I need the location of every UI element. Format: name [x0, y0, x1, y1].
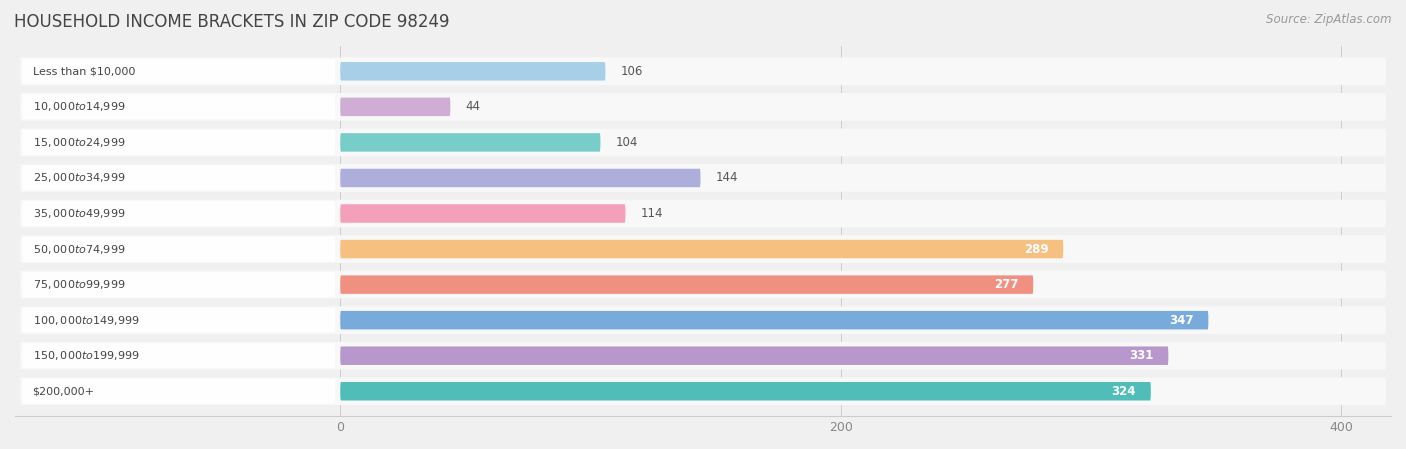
Text: $35,000 to $49,999: $35,000 to $49,999 [32, 207, 125, 220]
FancyBboxPatch shape [340, 275, 1033, 294]
FancyBboxPatch shape [340, 62, 606, 80]
FancyBboxPatch shape [340, 347, 1168, 365]
Text: 104: 104 [616, 136, 638, 149]
FancyBboxPatch shape [20, 235, 1386, 263]
FancyBboxPatch shape [20, 164, 1386, 192]
FancyBboxPatch shape [22, 308, 335, 333]
Text: 324: 324 [1111, 385, 1136, 398]
FancyBboxPatch shape [340, 97, 450, 116]
Text: 144: 144 [716, 172, 738, 185]
Text: 44: 44 [465, 101, 481, 113]
Text: 331: 331 [1129, 349, 1153, 362]
FancyBboxPatch shape [20, 200, 1386, 227]
FancyBboxPatch shape [20, 57, 1386, 85]
Text: $75,000 to $99,999: $75,000 to $99,999 [32, 278, 125, 291]
Text: $15,000 to $24,999: $15,000 to $24,999 [32, 136, 125, 149]
FancyBboxPatch shape [22, 272, 335, 297]
Text: Less than $10,000: Less than $10,000 [32, 66, 135, 76]
Text: 347: 347 [1168, 314, 1194, 327]
FancyBboxPatch shape [22, 94, 335, 119]
FancyBboxPatch shape [22, 130, 335, 155]
Text: 114: 114 [641, 207, 664, 220]
FancyBboxPatch shape [22, 343, 335, 368]
FancyBboxPatch shape [340, 133, 600, 152]
Text: 289: 289 [1024, 242, 1049, 255]
FancyBboxPatch shape [340, 382, 1152, 401]
FancyBboxPatch shape [340, 169, 700, 187]
Text: $200,000+: $200,000+ [32, 386, 94, 396]
Text: HOUSEHOLD INCOME BRACKETS IN ZIP CODE 98249: HOUSEHOLD INCOME BRACKETS IN ZIP CODE 98… [14, 13, 450, 31]
FancyBboxPatch shape [340, 204, 626, 223]
Text: $100,000 to $149,999: $100,000 to $149,999 [32, 314, 139, 327]
Text: Source: ZipAtlas.com: Source: ZipAtlas.com [1267, 13, 1392, 26]
FancyBboxPatch shape [340, 311, 1208, 330]
FancyBboxPatch shape [20, 93, 1386, 121]
FancyBboxPatch shape [20, 378, 1386, 405]
Text: $25,000 to $34,999: $25,000 to $34,999 [32, 172, 125, 185]
FancyBboxPatch shape [22, 237, 335, 261]
Text: 106: 106 [620, 65, 643, 78]
FancyBboxPatch shape [20, 342, 1386, 370]
FancyBboxPatch shape [22, 166, 335, 190]
FancyBboxPatch shape [22, 201, 335, 226]
FancyBboxPatch shape [20, 306, 1386, 334]
Text: 277: 277 [994, 278, 1018, 291]
FancyBboxPatch shape [22, 379, 335, 404]
FancyBboxPatch shape [22, 59, 335, 84]
FancyBboxPatch shape [20, 128, 1386, 156]
FancyBboxPatch shape [340, 240, 1063, 258]
Text: $150,000 to $199,999: $150,000 to $199,999 [32, 349, 139, 362]
Text: $50,000 to $74,999: $50,000 to $74,999 [32, 242, 125, 255]
FancyBboxPatch shape [20, 271, 1386, 299]
Text: $10,000 to $14,999: $10,000 to $14,999 [32, 101, 125, 113]
